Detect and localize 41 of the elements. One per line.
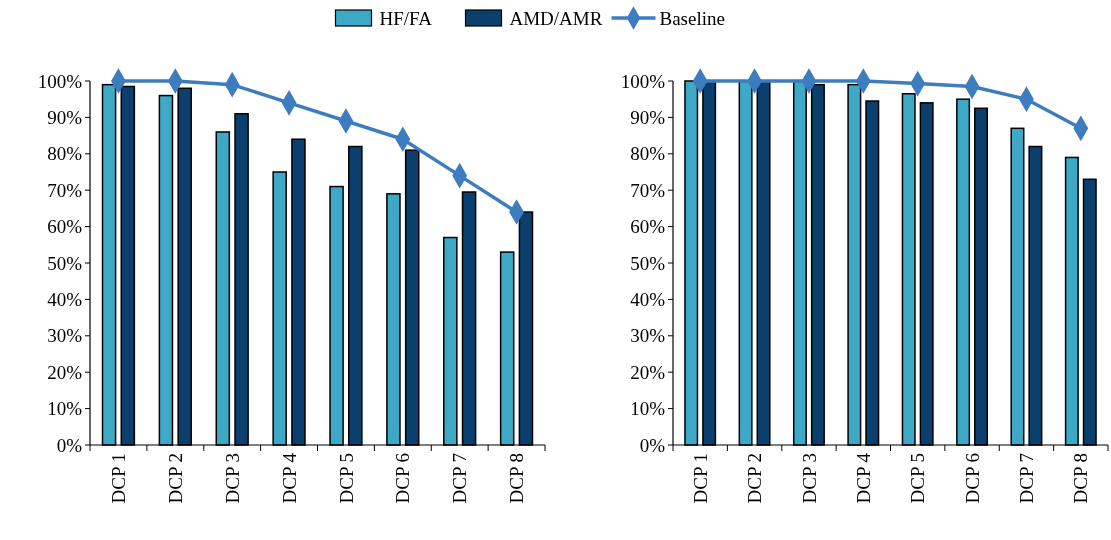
x-tick-label: DCP 6 [392, 453, 414, 504]
y-tick-label: 40% [630, 289, 666, 311]
x-tick-label: DCP 3 [798, 453, 820, 504]
x-tick-label: DCP 3 [221, 453, 243, 504]
legend-label: HF/FA [379, 7, 433, 29]
y-tick-label: 100% [37, 70, 83, 92]
y-tick-label: 70% [630, 179, 666, 201]
y-tick-label: 70% [47, 179, 83, 201]
y-tick-label: 0% [56, 434, 83, 456]
y-tick-label: 50% [47, 252, 83, 274]
y-tick-label: 50% [630, 252, 666, 274]
x-tick-label: DCP 4 [278, 452, 300, 504]
y-tick-label: 10% [47, 398, 83, 420]
y-tick-label: 20% [630, 361, 666, 383]
y-tick-label: 90% [630, 107, 666, 129]
y-tick-label: 100% [620, 70, 666, 92]
legend-label: Baseline [659, 7, 725, 29]
y-tick-label: 10% [630, 398, 666, 420]
x-tick-label: DCP 7 [1016, 453, 1038, 504]
y-tick-label: 40% [47, 289, 83, 311]
y-tick-label: 90% [47, 107, 83, 129]
y-tick-label: 80% [630, 143, 666, 165]
x-tick-label: DCP 2 [164, 453, 186, 504]
y-tick-label: 30% [630, 325, 666, 347]
x-tick-label: DCP 8 [506, 453, 528, 504]
legend-label: AMD/AMR [509, 7, 603, 29]
x-tick-label: DCP 4 [852, 452, 874, 504]
x-tick-label: DCP 1 [108, 453, 130, 504]
x-tick-label: DCP 7 [449, 453, 471, 504]
x-tick-label: DCP 8 [1070, 453, 1092, 504]
x-tick-label: DCP 5 [335, 453, 357, 504]
y-tick-label: 0% [639, 434, 666, 456]
y-tick-label: 20% [47, 361, 83, 383]
y-tick-label: 80% [47, 143, 83, 165]
y-tick-label: 60% [630, 216, 666, 238]
x-tick-label: DCP 1 [689, 453, 711, 504]
y-tick-label: 30% [47, 325, 83, 347]
x-tick-label: DCP 5 [907, 453, 929, 504]
y-tick-label: 60% [47, 216, 83, 238]
x-tick-label: DCP 2 [744, 453, 766, 504]
x-tick-label: DCP 6 [961, 453, 983, 504]
